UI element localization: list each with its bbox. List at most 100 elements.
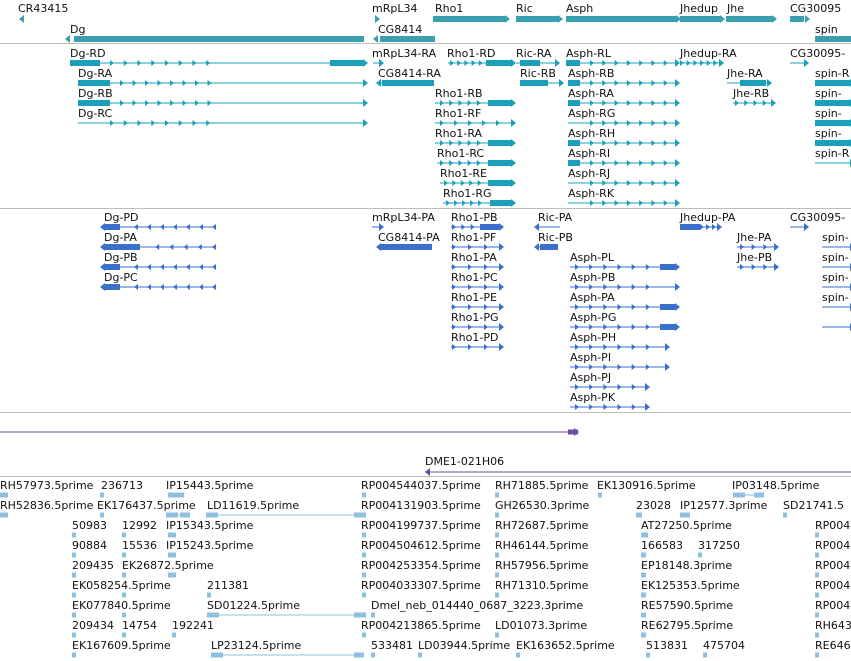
transcript-intron[interactable]: [451, 246, 500, 248]
plus-transcripts-feature-label[interactable]: Rho1-RA: [435, 127, 483, 140]
transcript-exon[interactable]: [104, 284, 120, 290]
strand-arrow[interactable]: [207, 100, 212, 106]
transcript-exon[interactable]: [680, 224, 700, 230]
strand-arrow[interactable]: [575, 404, 579, 410]
transcript-intron[interactable]: [451, 346, 500, 348]
plus-transcripts-feature-label[interactable]: CG30095-: [790, 47, 846, 60]
strand-arrow[interactable]: [458, 140, 463, 146]
plus-transcripts-feature-label[interactable]: Ric-RB: [520, 67, 556, 80]
plus-transcripts-feature-label[interactable]: Rho1-RG: [443, 187, 492, 200]
est-track-feature-label[interactable]: RH71885.5prime: [495, 479, 589, 492]
strand-arrow[interactable]: [467, 140, 472, 146]
est-track-feature-label[interactable]: LD03944.5prime: [418, 639, 511, 652]
strand-arrow[interactable]: [476, 160, 481, 166]
plus-transcripts-feature-label[interactable]: Dg-RA: [78, 67, 113, 80]
strand-arrow[interactable]: [469, 180, 474, 186]
est-track-feature-label[interactable]: RH57973.5prime: [0, 479, 94, 492]
strand-arrow[interactable]: [639, 60, 644, 66]
strand-arrow[interactable]: [499, 283, 504, 291]
minus-transcripts-feature-label[interactable]: Dg-PA: [104, 231, 137, 244]
strand-arrow[interactable]: [425, 468, 430, 476]
strand-arrow[interactable]: [675, 99, 680, 107]
strand-arrow[interactable]: [470, 200, 474, 206]
strand-arrow[interactable]: [751, 244, 756, 250]
est-track-feature-label[interactable]: 317250: [698, 539, 740, 552]
strand-arrow[interactable]: [762, 100, 767, 106]
strand-arrow[interactable]: [467, 100, 472, 106]
strand-arrow[interactable]: [379, 223, 384, 231]
strand-arrow[interactable]: [631, 264, 636, 270]
strand-arrow[interactable]: [206, 120, 211, 126]
strand-arrow[interactable]: [663, 100, 668, 106]
est-block[interactable]: [100, 492, 104, 498]
strand-arrow[interactable]: [589, 364, 594, 370]
strand-arrow[interactable]: [468, 120, 472, 126]
est-track-feature-label[interactable]: LD01073.3prime: [495, 619, 588, 632]
est-block[interactable]: [495, 552, 499, 558]
transcript-intron[interactable]: [104, 246, 216, 248]
est-block[interactable]: [815, 532, 819, 538]
strand-arrow[interactable]: [740, 264, 744, 270]
est-block[interactable]: [122, 572, 126, 578]
est-block[interactable]: [72, 652, 76, 658]
transcript-intron[interactable]: [570, 386, 646, 388]
gene-track-feature-label[interactable]: CG30095: [790, 2, 842, 15]
strand-arrow[interactable]: [468, 344, 472, 350]
strand-arrow[interactable]: [626, 200, 631, 206]
est-track-feature-label[interactable]: RH72687.5prime: [495, 519, 589, 532]
gene-asph[interactable]: [566, 16, 676, 22]
strand-arrow[interactable]: [663, 140, 668, 146]
strand-arrow[interactable]: [160, 284, 164, 290]
strand-arrow[interactable]: [379, 59, 384, 67]
strand-arrow[interactable]: [134, 284, 138, 290]
strand-arrow[interactable]: [460, 180, 465, 186]
strand-arrow[interactable]: [454, 200, 458, 206]
est-block[interactable]: [354, 512, 364, 518]
est-block[interactable]: [168, 492, 184, 498]
strand-arrow[interactable]: [478, 60, 483, 66]
strand-arrow[interactable]: [675, 303, 680, 311]
gene-track-feature-label[interactable]: CG8414: [378, 23, 423, 36]
strand-arrow[interactable]: [363, 59, 368, 67]
minus-transcripts-feature-label[interactable]: Ric-PA: [538, 211, 573, 224]
plus-transcripts-feature-label[interactable]: Asph-RG: [568, 107, 616, 120]
strand-arrow[interactable]: [631, 364, 636, 370]
minus-transcripts-feature-label[interactable]: Asph-PG: [570, 311, 617, 324]
minus-transcripts-feature-label[interactable]: Asph-PJ: [570, 371, 612, 384]
transcript-intron[interactable]: [373, 62, 380, 64]
gene-track-feature-label[interactable]: CR43415: [18, 2, 69, 15]
transcript-intron[interactable]: [435, 102, 512, 104]
est-block[interactable]: [698, 552, 702, 558]
gene-dg[interactable]: [74, 36, 364, 42]
strand-arrow[interactable]: [170, 80, 174, 86]
transcript-exon[interactable]: [488, 160, 512, 166]
strand-arrow[interactable]: [496, 120, 500, 126]
strand-arrow[interactable]: [151, 60, 156, 66]
est-track-feature-label[interactable]: SD21741.5: [783, 499, 844, 512]
est-block[interactable]: [354, 652, 364, 658]
minus-transcripts-feature-label[interactable]: Rho1-PA: [451, 251, 497, 264]
strand-arrow[interactable]: [590, 140, 594, 146]
transcript-exon[interactable]: [104, 264, 120, 270]
est-track-feature-label[interactable]: 475704: [703, 639, 745, 652]
strand-arrow[interactable]: [706, 224, 710, 230]
plus-transcripts-feature-label[interactable]: CG8414-RA: [378, 67, 441, 80]
strand-arrow[interactable]: [499, 263, 504, 271]
est-track-feature-label[interactable]: RP004033307.5prime: [361, 579, 481, 592]
gene-track-feature-label[interactable]: Jhedup: [680, 2, 718, 15]
strand-arrow[interactable]: [720, 15, 725, 23]
strand-arrow[interactable]: [505, 15, 510, 23]
strand-arrow[interactable]: [468, 304, 472, 310]
strand-arrow[interactable]: [651, 60, 656, 66]
strand-arrow[interactable]: [499, 323, 504, 331]
strand-arrow[interactable]: [440, 140, 444, 146]
est-track-feature-label[interactable]: IP03148.5prime: [732, 479, 820, 492]
est-track-feature-label[interactable]: 236713: [101, 479, 143, 492]
transcript-intron[interactable]: [440, 182, 512, 184]
strand-arrow[interactable]: [617, 304, 622, 310]
strand-arrow[interactable]: [590, 200, 594, 206]
strand-arrow[interactable]: [449, 140, 454, 146]
strand-arrow[interactable]: [645, 344, 650, 350]
strand-arrow[interactable]: [559, 79, 564, 87]
est-block[interactable]: [815, 652, 819, 658]
